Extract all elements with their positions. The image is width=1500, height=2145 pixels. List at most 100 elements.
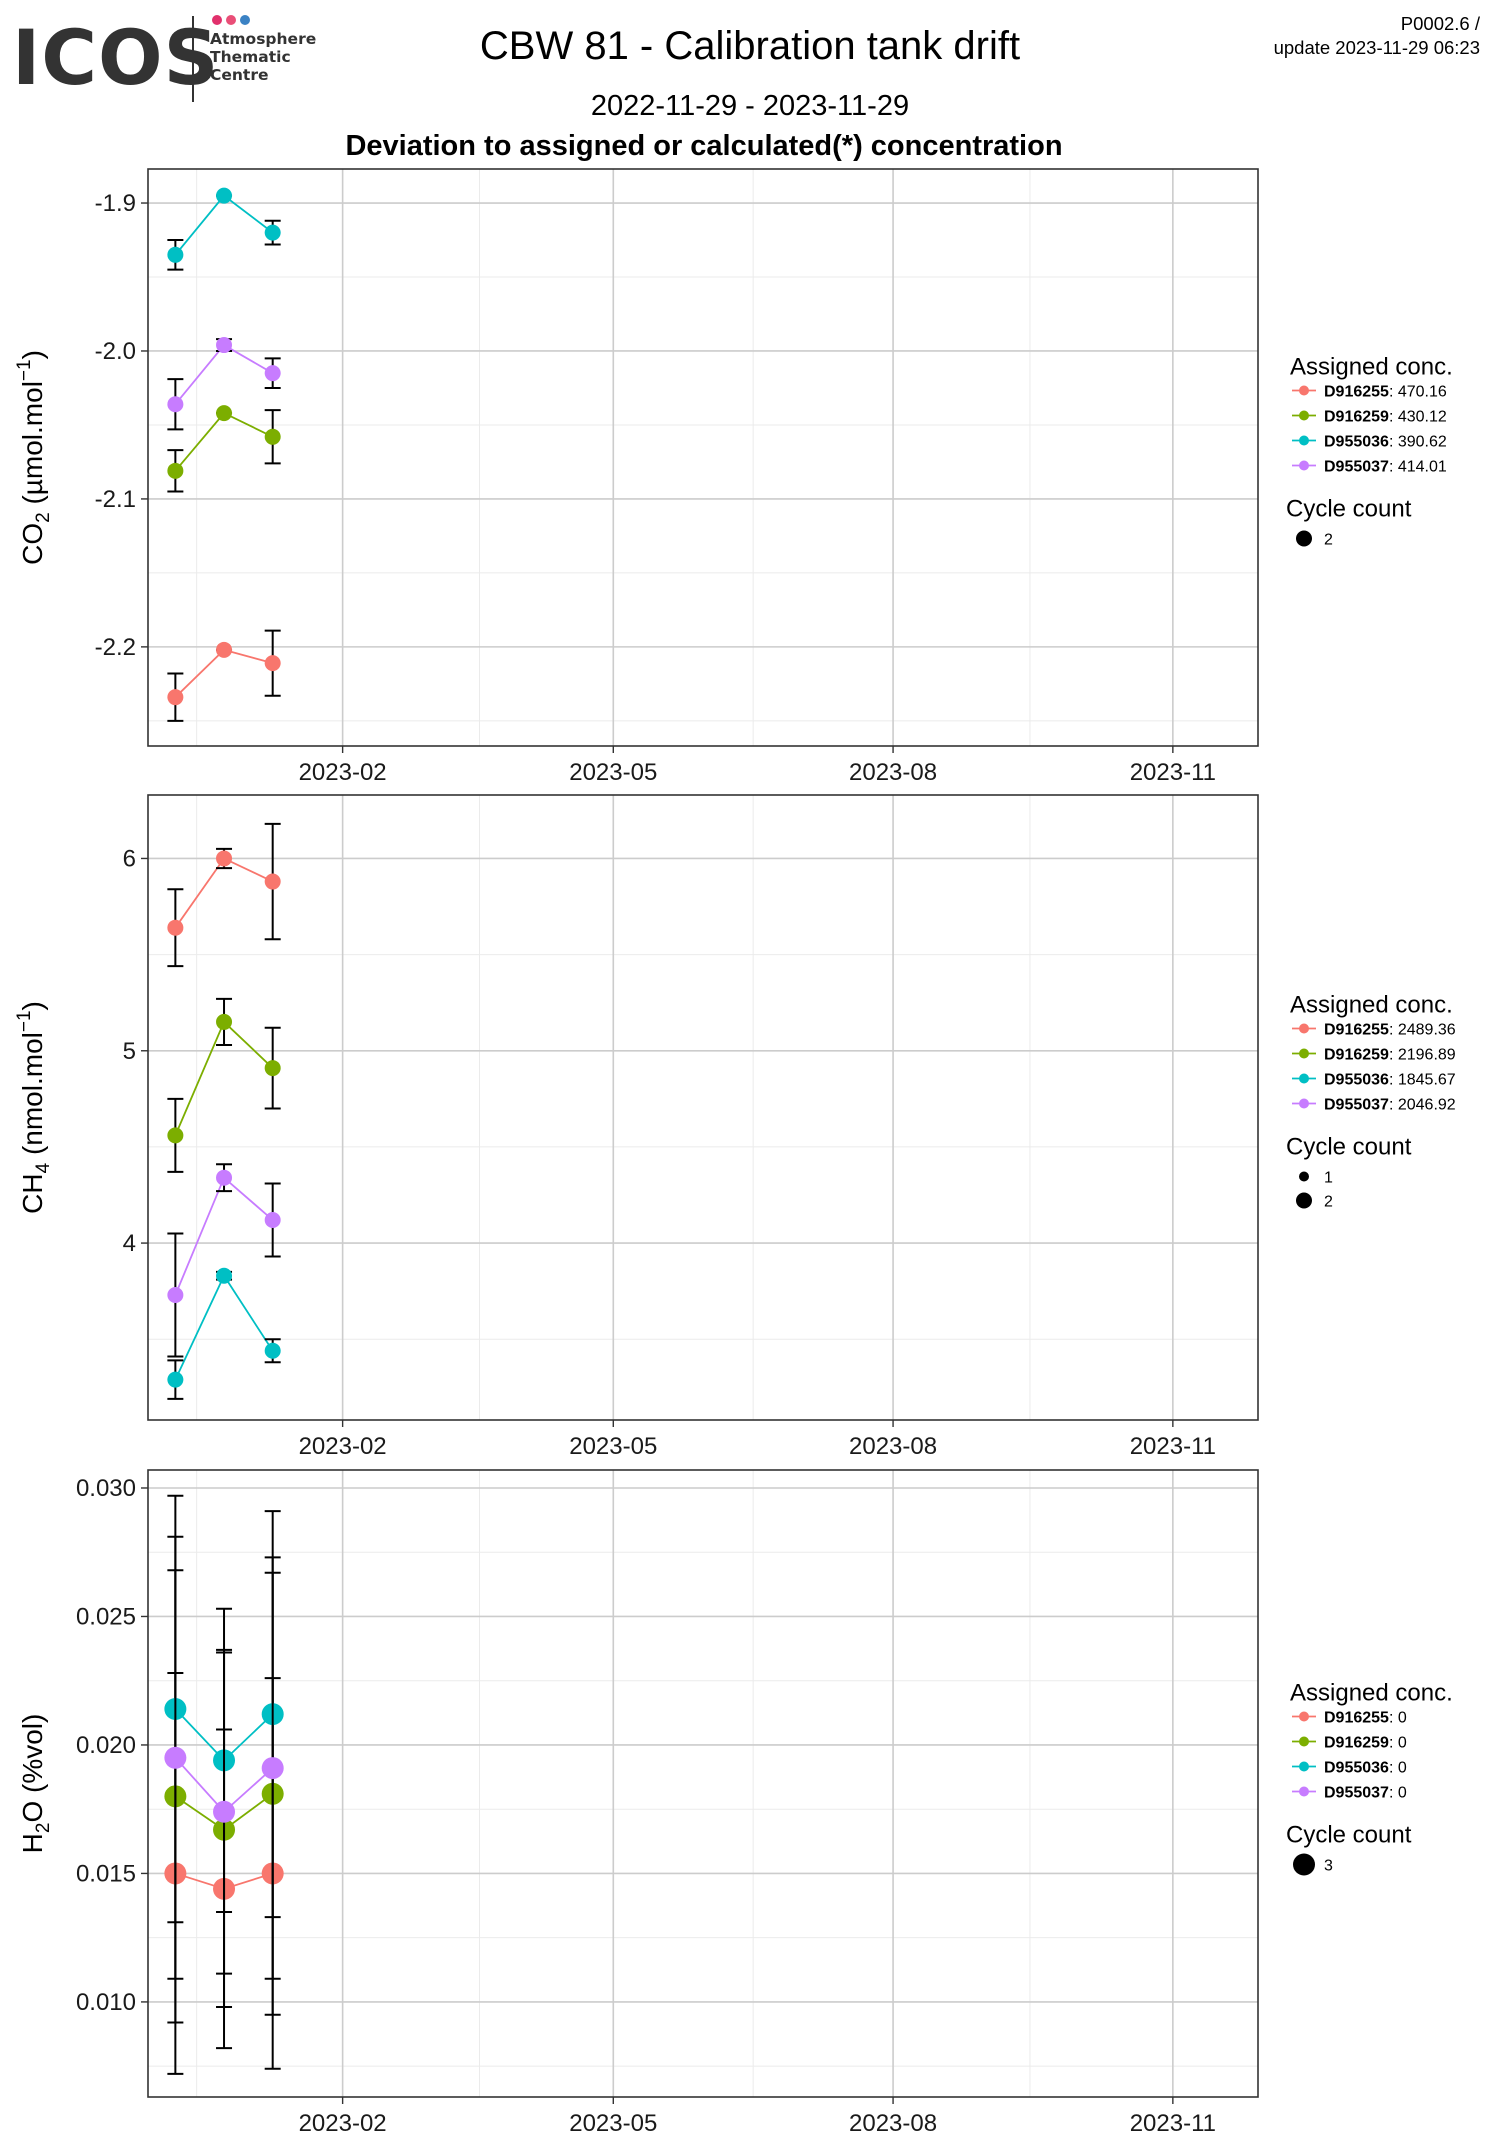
series-D916255 — [167, 822, 281, 968]
legend-entry-value: : 0 — [1389, 1710, 1407, 1727]
logo-dot-2 — [226, 15, 236, 25]
data-point — [264, 655, 281, 672]
legend-entry-name: D916255 — [1324, 1710, 1389, 1727]
legend-entry: D955036: 1845.67 — [1324, 1072, 1456, 1089]
legend-entry-value: : 430.12 — [1389, 409, 1447, 426]
legend-entry: D955036: 0 — [1324, 1760, 1407, 1777]
legend-key-dot — [1299, 1073, 1309, 1084]
data-point — [216, 1013, 233, 1030]
data-point — [216, 641, 233, 658]
y-tick-label: -2.2 — [95, 634, 136, 661]
data-point — [167, 246, 184, 263]
legend-entry-name: D955036 — [1324, 1072, 1389, 1089]
legend-entry-value: : 2196.89 — [1389, 1047, 1456, 1064]
x-tick-label: 2023-02 — [299, 1433, 387, 1460]
data-point — [164, 1746, 187, 1769]
size-legend-title: Cycle count — [1286, 1134, 1412, 1161]
legend-entry: D916255: 0 — [1324, 1710, 1407, 1727]
logo-dot-3 — [240, 15, 250, 25]
x-tick-label: 2023-08 — [849, 759, 937, 786]
y-tick-label: -1.9 — [95, 190, 136, 217]
legend-key-dot — [1299, 410, 1309, 421]
size-legend-label: 2 — [1324, 1194, 1333, 1211]
legend-entry-name: D955037 — [1324, 1097, 1389, 1114]
y-label-close: ) — [17, 350, 48, 359]
y-tick-label: 0.010 — [76, 1989, 136, 2016]
series-D955037 — [167, 337, 281, 431]
legend-key-dot — [1299, 1048, 1309, 1059]
y-label-unit: O (%vol) — [17, 1714, 48, 1823]
y-tick-label: 4 — [123, 1230, 136, 1257]
legend-entry: D955036: 390.62 — [1324, 434, 1447, 451]
data-point — [167, 919, 184, 936]
y-tick-label: 0.015 — [76, 1860, 136, 1887]
chart-heading: Deviation to assigned or calculated(*) c… — [345, 130, 1063, 162]
version-info: P0002.6 / update 2023-11-29 06:23 — [1274, 12, 1480, 60]
legend-entry: D955037: 414.01 — [1324, 459, 1447, 476]
y-tick-label: 5 — [123, 1038, 136, 1065]
series-D916255 — [167, 629, 281, 722]
legend-title: Assigned conc. — [1290, 1680, 1453, 1707]
size-legend-title: Cycle count — [1286, 496, 1412, 523]
legend-entry-value: : 2046.92 — [1389, 1097, 1456, 1114]
legend-key-dot — [1299, 1736, 1309, 1747]
data-point — [167, 462, 184, 479]
legend-entry: D955037: 0 — [1324, 1785, 1407, 1802]
x-tick-label: 2023-05 — [569, 759, 657, 786]
legend-key-dot — [1299, 460, 1309, 471]
plot-background — [148, 795, 1258, 1420]
size-legend-dot — [1293, 1853, 1315, 1876]
legend-key-dot — [1299, 1786, 1309, 1797]
version-label: P0002.6 / — [1400, 13, 1480, 34]
y-label-sub: 2 — [33, 512, 54, 523]
x-tick-label: 2023-11 — [1130, 2110, 1216, 2137]
legend-entry-value: : 470.16 — [1389, 384, 1447, 401]
y-tick-label: 0.025 — [76, 1603, 136, 1630]
size-legend-dot — [1299, 1171, 1309, 1182]
legend-key-dot — [1299, 385, 1309, 396]
y-label-close: ) — [17, 1001, 48, 1010]
size-legend-label: 3 — [1324, 1858, 1333, 1875]
logo-divider — [192, 16, 194, 102]
logo-dots — [210, 0, 270, 30]
logo-line-1: Atmosphere — [210, 30, 317, 48]
y-tick-label: 6 — [123, 845, 136, 872]
data-point — [264, 1060, 281, 1077]
data-point — [261, 1757, 284, 1780]
legend-title: Assigned conc. — [1290, 992, 1453, 1019]
data-point — [264, 224, 281, 241]
legend-entry-name: D955036 — [1324, 434, 1389, 451]
legend-entry-name: D955037 — [1324, 459, 1389, 476]
legend: Assigned conc. D916255: 0 D916259: 0 D95503… — [1286, 1680, 1453, 1876]
legend-entry-name: D955037 — [1324, 1785, 1389, 1802]
legend-entry: D916259: 430.12 — [1324, 409, 1447, 426]
legend-entry-name: D916259 — [1324, 1735, 1389, 1752]
data-point — [167, 1371, 184, 1388]
legend-entry-name: D916255 — [1324, 1022, 1389, 1039]
plot-background — [148, 169, 1258, 746]
data-point — [216, 337, 233, 354]
y-tick-label: 0.020 — [76, 1732, 136, 1759]
chart-panel-3: 2023-02 2023-05 2023-08 2023-11 0.030 0.025 0.… — [17, 1469, 1453, 2137]
legend-entry-name: D916255 — [1324, 384, 1389, 401]
legend-entry-name: D916259 — [1324, 1047, 1389, 1064]
data-point — [264, 428, 281, 445]
logo-subtitle: Atmosphere Thematic Centre — [210, 30, 316, 84]
legend-entry-value: : 2489.36 — [1389, 1022, 1456, 1039]
y-label-unit: (nmol.mol — [17, 1032, 48, 1163]
y-axis-label: CH4 (nmol.mol−1) — [14, 1001, 54, 1214]
page-title: CBW 81 - Calibration tank drift — [479, 24, 1021, 68]
x-tick-label: 2023-05 — [569, 2110, 657, 2137]
data-point — [167, 1287, 184, 1303]
y-label-sup: −1 — [14, 359, 35, 381]
x-tick-label: 2023-11 — [1130, 759, 1216, 786]
legend-entry-value: : 390.62 — [1389, 434, 1447, 451]
series-D916259 — [167, 997, 281, 1173]
legend-key-dot — [1299, 435, 1309, 446]
plot-background — [148, 1470, 1258, 2097]
logo-line-3: Centre — [210, 66, 269, 84]
